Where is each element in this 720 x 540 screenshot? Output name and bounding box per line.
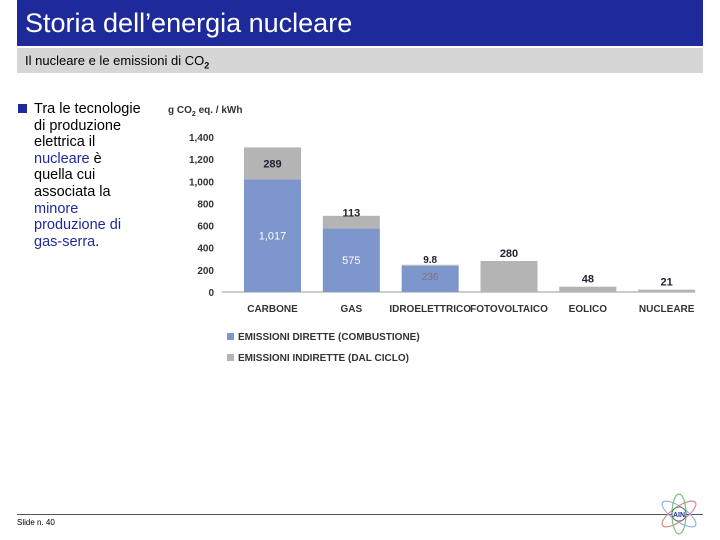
data-label-direct: 1,017	[259, 231, 287, 243]
y-tick-label: 400	[197, 244, 214, 255]
subtitle-bar: Il nucleare e le emissioni di CO2	[17, 48, 703, 73]
bar-direct	[244, 179, 301, 292]
bar-indirect	[559, 286, 617, 292]
bullet-text-part2: è quella cui associata la	[34, 150, 111, 200]
bar-indirect	[480, 261, 538, 292]
y-tick-label: 0	[208, 288, 214, 299]
bar-indirect	[322, 215, 380, 229]
ain-atom-logo: AIN	[661, 493, 697, 535]
bullet-highlight-nucleare: nucleare	[34, 150, 90, 167]
data-label-indirect: 21	[661, 277, 673, 289]
y-axis-label: g CO2 eq. / kWh	[168, 105, 242, 118]
bar-indirect	[638, 289, 696, 292]
x-category-label: FOTOVOLTAICO	[470, 304, 548, 315]
bullet-text: Tra le tecnologie di produzione elettric…	[34, 101, 144, 250]
data-label-indirect: 113	[342, 207, 360, 219]
y-tick-label: 1,000	[189, 177, 214, 188]
y-tick-label: 200	[197, 266, 214, 277]
x-category-label: EOLICO	[569, 304, 608, 315]
data-label-indirect: 9.8	[423, 255, 437, 266]
bar-direct	[401, 265, 459, 292]
bar-direct	[322, 228, 380, 292]
bullet-highlight-minore: minore produzione di gas-serra	[34, 200, 122, 250]
y-tick-label: 1,200	[189, 155, 214, 166]
y-tick-label: 1,400	[189, 133, 214, 144]
square-bullet-icon	[18, 104, 27, 113]
slide-subtitle: Il nucleare e le emissioni di CO2	[25, 53, 209, 71]
y-tick-label: 800	[197, 199, 214, 210]
data-label-direct: 575	[342, 255, 360, 267]
data-label-indirect: 280	[500, 248, 518, 260]
y-tick-label: 600	[197, 222, 214, 233]
x-category-label: IDROELETTRICO	[389, 304, 471, 315]
footer-divider	[17, 514, 703, 515]
legend-swatch	[227, 354, 234, 361]
bar-indirect	[244, 147, 301, 180]
logo-text: AIN	[673, 512, 685, 519]
x-category-label: GAS	[340, 304, 362, 315]
data-label-indirect: 289	[263, 158, 281, 170]
legend-swatch	[227, 333, 234, 340]
bullet-text-part3: .	[95, 233, 100, 250]
subtitle-main: Il nucleare e le emissioni di CO	[25, 53, 205, 68]
data-label-indirect: 48	[582, 274, 594, 286]
emissions-chart: g CO2 eq. / kWh 0 200 400 600 800 1,000 1,200 1,…	[168, 105, 696, 364]
bar-indirect	[401, 264, 459, 266]
legend-label: EMISSIONI DIRETTE (COMBUSTIONE)	[238, 332, 420, 343]
slide-title: Storia dell’energia nucleare	[25, 8, 353, 38]
legend-label: EMISSIONI INDIRETTE (DAL CICLO)	[238, 353, 409, 364]
data-label-direct: 236	[422, 272, 439, 283]
bullet-text-part1: Tra le tecnologie di produzione elettric…	[34, 101, 141, 151]
subtitle-subscript: 2	[204, 60, 210, 71]
title-bar: Storia dell’energia nucleare	[17, 0, 703, 46]
x-category-label: NUCLEARE	[639, 304, 695, 315]
x-category-label: CARBONE	[247, 304, 298, 315]
slide-number: Slide n. 40	[17, 518, 55, 527]
